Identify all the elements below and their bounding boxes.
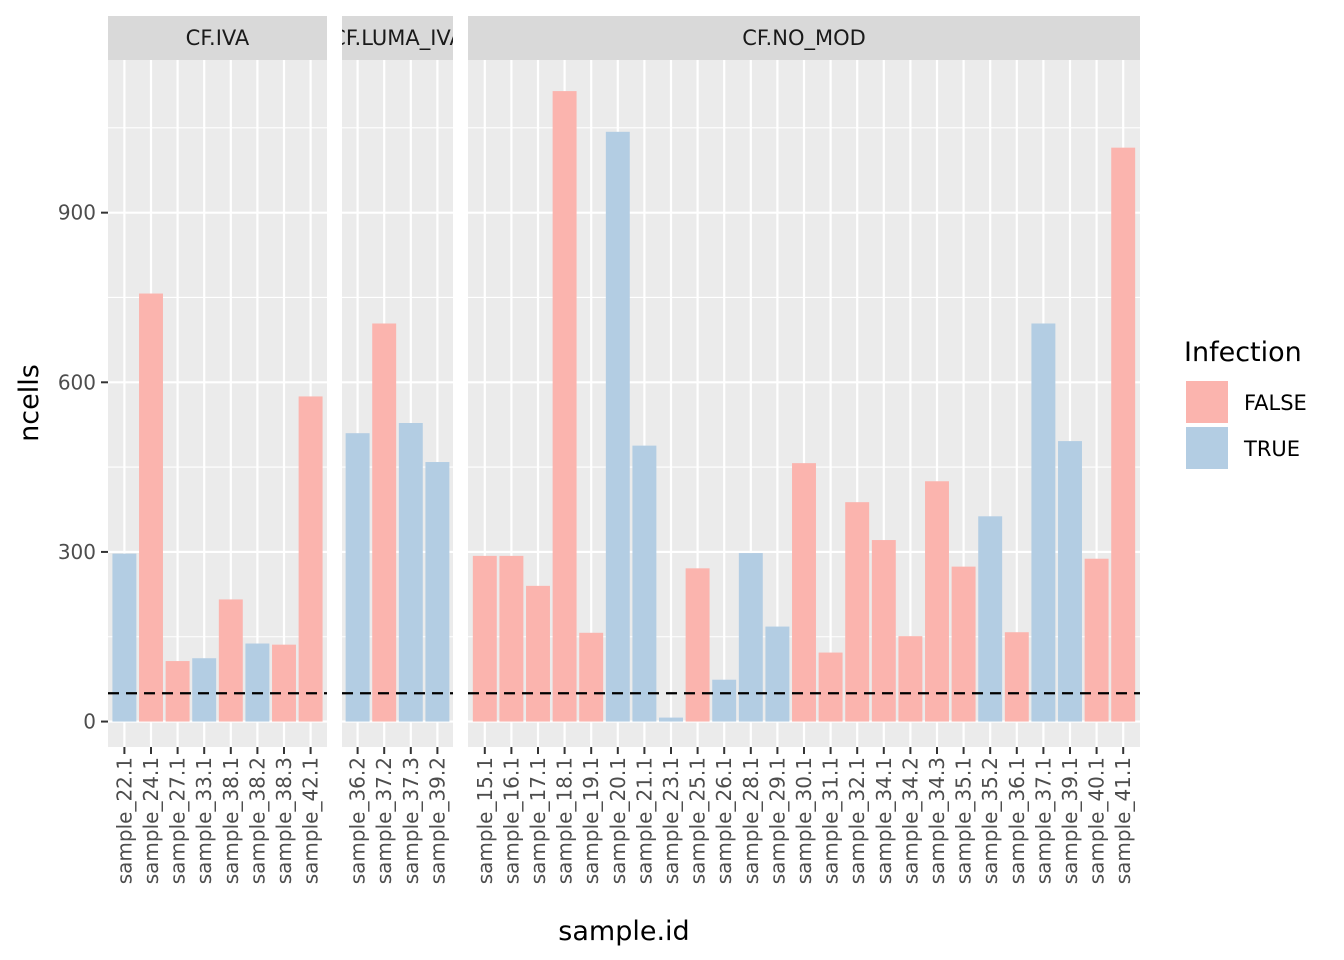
x-tick-label: sample_20.1 [606,757,630,884]
x-tick-label: sample_36.1 [1005,757,1029,884]
bar-sample-37-2 [372,323,397,722]
y-tick-label: 600 [58,370,96,394]
x-tick-label: sample_29.1 [765,757,789,884]
facet-panel: CF.NO_MOD sample_15.1 sample_16.1 sample_17… [468,16,1140,884]
bar-sample-38-2 [245,643,270,722]
x-tick-label: sample_16.1 [499,757,523,884]
bar-sample-34-1 [871,540,896,722]
facet-strip [108,16,327,60]
x-tick-label: sample_38.2 [245,757,269,884]
bar-sample-28-1 [738,553,763,722]
x-tick-label: sample_23.1 [659,757,683,884]
bar-sample-37-1 [1031,323,1056,722]
bar-sample-22-1 [112,553,137,722]
x-tick-label: sample_18.1 [553,757,577,884]
x-tick-label: sample_15.1 [473,757,497,884]
bar-sample-27-1 [165,661,190,722]
x-tick-label: sample_36.2 [346,757,370,884]
x-tick-label: sample_40.1 [1085,757,1109,884]
legend-title: Infection [1184,337,1302,368]
bar-sample-32-1 [845,502,870,722]
x-tick-label: sample_34.1 [872,757,896,884]
x-tick-label: sample_34.2 [898,757,922,884]
x-tick-label: sample_39.1 [1058,757,1082,884]
bar-sample-15-1 [472,555,497,722]
bar-sample-41-1 [1111,147,1136,722]
facet-strip [342,16,453,60]
x-tick-label: sample_37.3 [399,757,423,884]
legend-label-true: TRUE [1243,437,1300,461]
x-tick-label: sample_32.1 [845,757,869,884]
facet-strip [468,16,1140,60]
x-tick-label: sample_17.1 [526,757,550,884]
x-tick-label: sample_37.2 [372,757,396,884]
bar-sample-38-3 [272,644,296,722]
bar-sample-42-1 [298,396,323,722]
bar-sample-35-2 [978,516,1003,722]
bar-sample-29-1 [765,626,790,722]
bar-sample-18-1 [552,91,577,722]
x-tick-label: sample_38.1 [219,757,243,884]
x-tick-label: sample_21.1 [632,757,656,884]
bar-sample-39-2 [425,462,450,722]
x-tick-label: sample_42.1 [299,757,323,884]
x-tick-label: sample_31.1 [819,757,843,884]
bar-sample-40-1 [1084,558,1109,722]
bar-sample-35-1 [951,566,976,722]
y-tick-label: 900 [58,201,96,225]
x-tick-label: sample_35.1 [952,757,976,884]
bar-sample-30-1 [792,463,816,722]
legend-key-false [1184,379,1230,425]
bar-sample-19-1 [579,632,604,722]
bar-sample-34-2 [898,636,923,722]
x-tick-label: sample_37.1 [1031,757,1055,884]
x-tick-label: sample_41.1 [1111,757,1135,884]
bar-sample-38-1 [218,599,243,722]
bar-sample-23-1 [659,717,683,722]
legend-key-true [1184,425,1230,471]
bar-sample-31-1 [818,652,843,722]
y-axis-title: ncells [14,364,45,442]
bar-sample-36-2 [345,433,370,722]
legend: Infection FALSE TRUE [1184,337,1307,471]
x-tick-label: sample_28.1 [739,757,763,884]
x-tick-label: sample_27.1 [166,757,190,884]
facet-strip-label: CF.LUMA_IVA [331,26,464,51]
x-tick-label: sample_39.2 [425,757,449,884]
bar-sample-21-1 [632,445,657,722]
x-tick-label: sample_26.1 [712,757,736,884]
bar-sample-17-1 [526,585,550,722]
x-tick-label: sample_24.1 [139,757,163,884]
bar-sample-20-1 [605,131,630,722]
bar-sample-26-1 [712,679,737,722]
bar-sample-33-1 [192,658,217,722]
y-tick-label: 300 [58,540,96,564]
y-tick-label: 0 [83,710,96,734]
x-tick-label: sample_33.1 [192,757,216,884]
x-tick-label: sample_35.2 [978,757,1002,884]
y-axis: 0 300 600 900 [58,201,108,734]
x-tick-label: sample_38.3 [272,757,296,884]
bar-sample-25-1 [685,568,710,722]
x-tick-label: sample_19.1 [579,757,603,884]
facet-strip-label: CF.NO_MOD [742,26,866,51]
x-axis-title: sample.id [558,916,689,947]
x-tick-label: sample_22.1 [112,757,136,884]
bar-sample-24-1 [139,293,163,722]
legend-label-false: FALSE [1244,391,1307,415]
bar-sample-16-1 [499,555,524,722]
bar-sample-36-1 [1004,632,1029,722]
bar-sample-39-1 [1058,441,1082,722]
facet-strip-label: CF.IVA [186,26,250,50]
bar-sample-37-3 [398,423,423,722]
bar-sample-34-3 [925,481,949,722]
x-tick-label: sample_34.3 [925,757,949,884]
x-tick-label: sample_25.1 [686,757,710,884]
x-tick-label: sample_30.1 [792,757,816,884]
